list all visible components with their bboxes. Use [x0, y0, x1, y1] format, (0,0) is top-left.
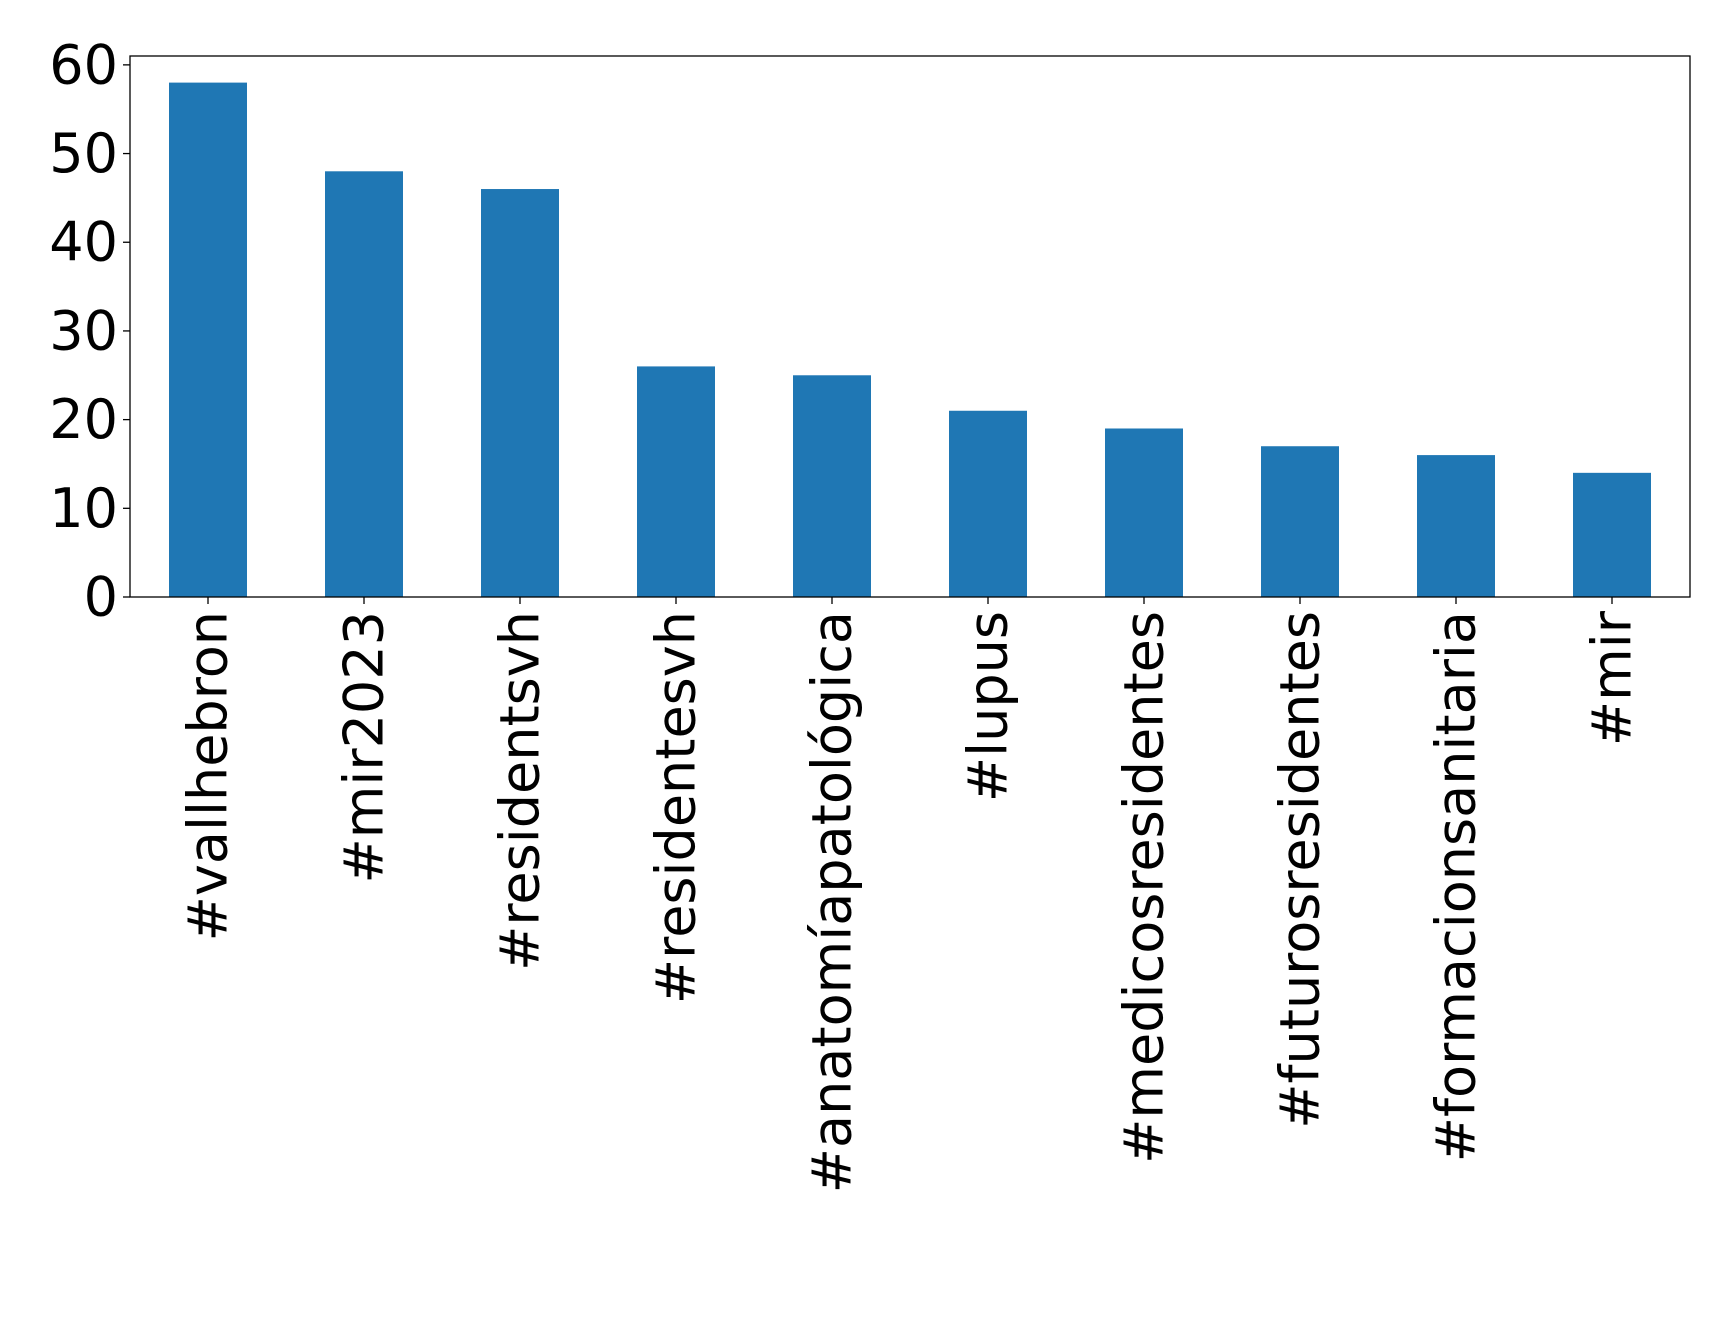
plot-frame: [129, 55, 1691, 598]
y-tick-label-6: 60: [49, 33, 118, 96]
bar-6: [1105, 428, 1183, 597]
x-tick-label-1: #mir2023: [333, 611, 396, 883]
y-axis: 0 10 20 30 40 50 60: [49, 33, 130, 629]
x-tick-label-9: #mir: [1581, 610, 1644, 746]
bar-1: [325, 171, 403, 597]
x-tick-label-5: #lupus: [957, 611, 1020, 802]
y-tick-label-0: 0: [84, 566, 118, 629]
bar-4: [793, 375, 871, 597]
x-tick-label-8: #formacionsanitaria: [1425, 611, 1488, 1162]
y-tick-label-4: 40: [49, 211, 118, 274]
x-tick-label-3: #residentesvh: [645, 611, 708, 1004]
x-tick-label-2: #residentsvh: [489, 611, 552, 971]
y-tick-label-5: 50: [49, 122, 118, 185]
x-axis: #vallhebron #mir2023 #residentsvh #resident…: [177, 597, 1644, 1193]
x-tick-label-6: #medicosresidentes: [1113, 611, 1176, 1164]
bar-0: [169, 82, 247, 597]
bar-8: [1417, 455, 1495, 597]
x-tick-label-4: #anatomíapatológica: [801, 611, 864, 1193]
y-tick-label-2: 20: [49, 388, 118, 451]
bar-3: [637, 366, 715, 597]
x-tick-label-0: #vallhebron: [177, 611, 240, 941]
y-tick-label-3: 30: [49, 299, 118, 362]
bar-5: [949, 410, 1027, 597]
bars-group: [169, 82, 1651, 598]
bar-2: [481, 189, 559, 598]
bar-9: [1573, 472, 1651, 597]
bar-7: [1261, 446, 1339, 597]
y-tick-label-1: 10: [49, 477, 118, 540]
x-tick-label-7: #futurosresidentes: [1269, 611, 1332, 1129]
